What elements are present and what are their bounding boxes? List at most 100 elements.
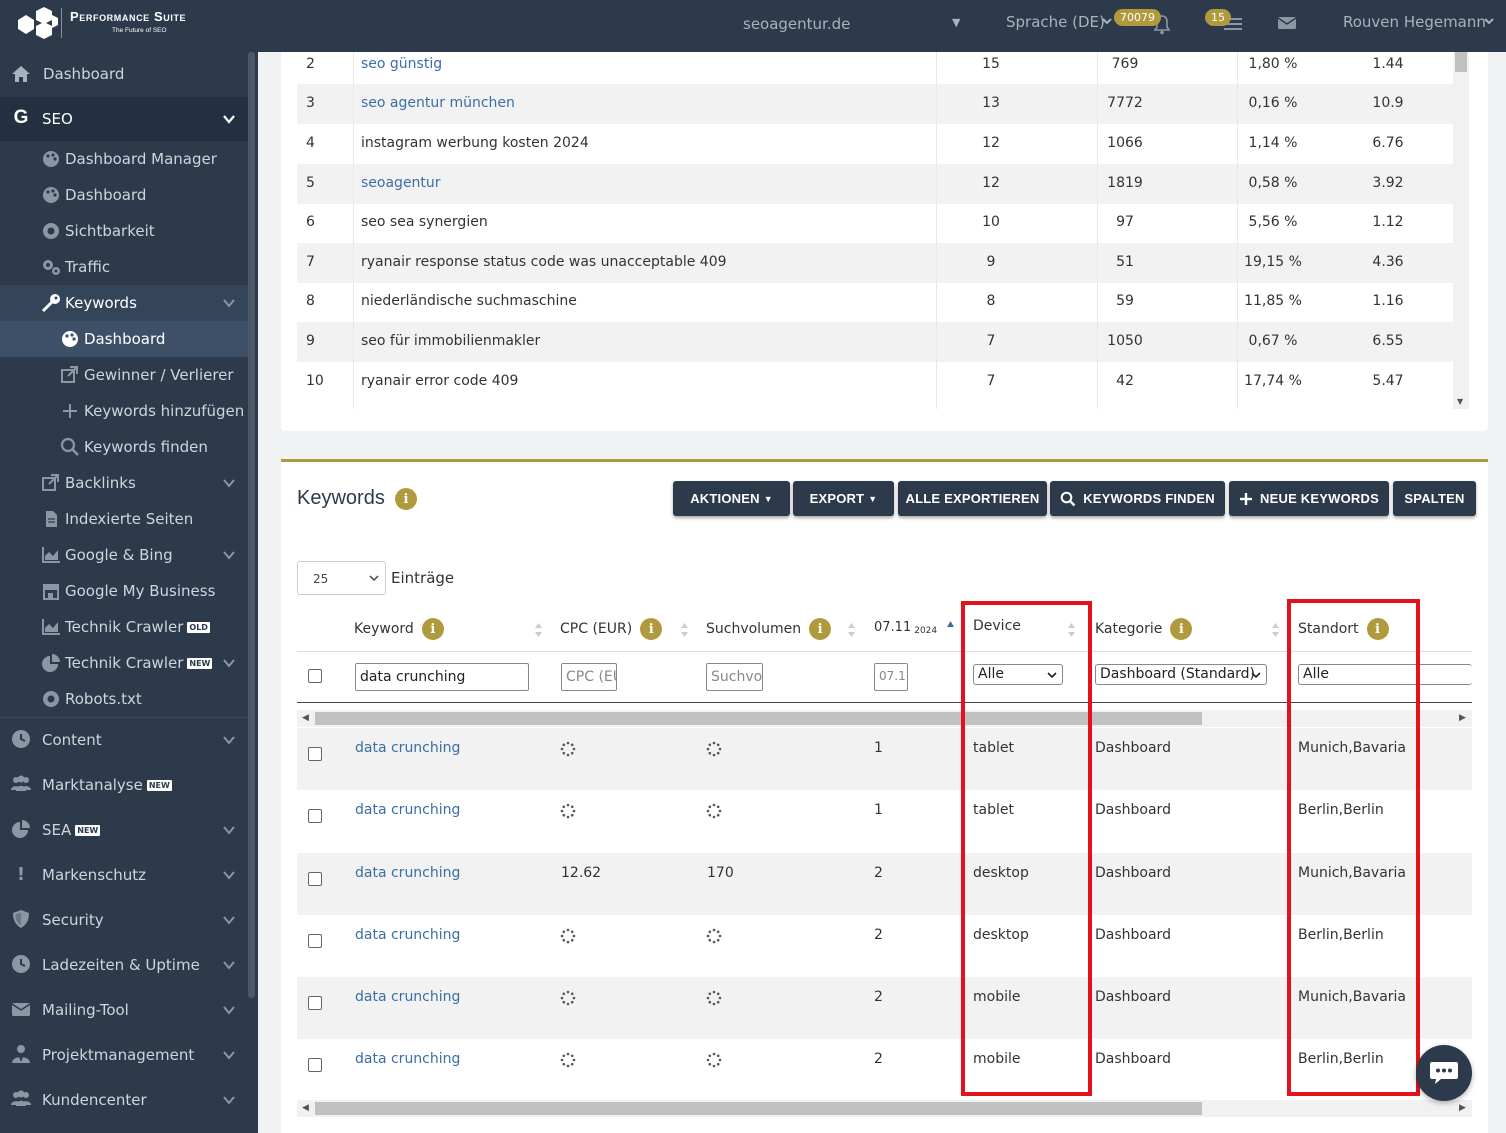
scroll-down-arrow-icon[interactable]: ▼ xyxy=(1457,397,1464,406)
scroll-left-arrow-icon[interactable]: ◀ xyxy=(302,1103,309,1113)
sidebar-item-google-my-business[interactable]: Google My Business xyxy=(0,573,248,609)
caret-down-icon[interactable]: ▼ xyxy=(952,16,961,29)
keyword-link[interactable]: data crunching xyxy=(355,740,461,756)
sidebar-item-google-bing[interactable]: Google & Bing xyxy=(0,537,248,573)
cpc-filter-input[interactable]: CPC (EUR) xyxy=(561,663,617,691)
sort-ascending-icon[interactable] xyxy=(946,620,955,636)
sidebar-item-keywords-finden[interactable]: Keywords finden xyxy=(0,429,248,465)
sidebar-item-keywords-dashboard[interactable]: Dashboard xyxy=(0,321,248,357)
language-selector[interactable]: Sprache (DE) xyxy=(1006,13,1105,31)
sidebar-item-dashboard-manager[interactable]: Dashboard Manager xyxy=(0,141,248,177)
column-header-date[interactable]: 07.11 2024 xyxy=(874,619,938,637)
sidebar-item-security[interactable]: Security xyxy=(0,902,248,938)
chevron-down-icon[interactable] xyxy=(1483,15,1495,27)
sidebar-item-gewinner-verlierer[interactable]: Gewinner / Verlierer xyxy=(0,357,248,393)
info-icon[interactable]: i xyxy=(1366,618,1389,640)
sidebar-item-sichtbarkeit[interactable]: Sichtbarkeit xyxy=(0,213,248,249)
column-header-cpc[interactable]: CPC (EUR) i xyxy=(560,618,663,640)
spalten-button[interactable]: SPALTEN xyxy=(1393,481,1476,516)
sidebar-item-dashboard[interactable]: Dashboard xyxy=(0,56,248,92)
scrollbar-thumb[interactable] xyxy=(315,712,1202,725)
envelope-icon[interactable] xyxy=(1277,15,1297,31)
logo-icon[interactable] xyxy=(14,6,60,42)
info-icon[interactable]: i xyxy=(421,618,444,640)
suchvolumen-filter-input[interactable]: Suchvolumen xyxy=(706,663,763,691)
keyword-link[interactable]: data crunching xyxy=(355,927,461,943)
column-header-device[interactable]: Device xyxy=(973,618,1021,634)
keyword-link[interactable]: seo günstig xyxy=(361,56,443,72)
keywords-finden-button[interactable]: KEYWORDS FINDEN xyxy=(1050,481,1225,516)
keyword-link[interactable]: seo agentur münchen xyxy=(361,95,515,111)
sort-icon[interactable] xyxy=(1067,622,1076,638)
info-icon[interactable]: i xyxy=(1170,618,1193,640)
export-button[interactable]: EXPORT ▼ xyxy=(793,481,894,516)
sidebar-item-mailing-tool[interactable]: Mailing-Tool xyxy=(0,992,248,1028)
tasks-badge[interactable]: 15 xyxy=(1205,9,1231,26)
sidebar-item-keywords-hinzufuegen[interactable]: Keywords hinzufügen xyxy=(0,393,248,429)
sort-icon[interactable] xyxy=(1271,622,1280,638)
sidebar-item-backlinks[interactable]: Backlinks xyxy=(0,465,248,501)
sidebar-item-keywords[interactable]: Keywords xyxy=(0,285,248,321)
sidebar-item-content[interactable]: Content xyxy=(0,722,248,758)
row-checkbox[interactable] xyxy=(308,1058,322,1072)
keyword-filter-input[interactable]: data crunching xyxy=(355,663,529,691)
sidebar-item-ladezeiten-uptime[interactable]: Ladezeiten & Uptime xyxy=(0,947,248,983)
row-checkbox[interactable] xyxy=(308,996,322,1010)
kategorie-filter-select[interactable]: Dashboard (Standard) xyxy=(1095,664,1267,685)
info-icon[interactable]: i xyxy=(395,488,417,510)
sidebar-item-seo[interactable]: G SEO xyxy=(0,97,248,141)
sidebar-item-projektmanagement[interactable]: Projektmanagement xyxy=(0,1037,248,1073)
user-menu[interactable]: Rouven Hegemann xyxy=(1343,13,1486,31)
keyword-link[interactable]: data crunching xyxy=(355,1051,461,1067)
scrollbar-thumb[interactable] xyxy=(315,1102,1202,1115)
sidebar-item-kundencenter[interactable]: Kundencenter xyxy=(0,1082,248,1118)
keyword-link[interactable]: seoagentur xyxy=(361,175,441,191)
standort-filter-select[interactable]: Alle xyxy=(1298,664,1472,685)
row-checkbox[interactable] xyxy=(308,747,322,761)
sidebar-item-markenschutz[interactable]: ! Markenschutz xyxy=(0,857,248,893)
scroll-left-arrow-icon[interactable]: ◀ xyxy=(302,713,309,723)
row-checkbox[interactable] xyxy=(308,809,322,823)
vertical-scrollbar[interactable] xyxy=(1453,52,1469,409)
scroll-right-arrow-icon[interactable]: ▶ xyxy=(1459,713,1466,723)
sidebar-item-technik-crawler-old[interactable]: Technik Crawler OLD xyxy=(0,609,248,645)
sidebar-item-marktanalyse[interactable]: Marktanalyse NEW xyxy=(0,767,248,803)
domain-selector[interactable]: seoagentur.de xyxy=(743,15,851,33)
aktionen-button[interactable]: AKTIONEN ▼ xyxy=(673,481,790,516)
neue-keywords-button[interactable]: NEUE KEYWORDS xyxy=(1229,481,1389,516)
sidebar-item-robots-txt[interactable]: Robots.txt xyxy=(0,681,248,717)
scrollbar-thumb[interactable] xyxy=(1455,52,1467,72)
chevron-down-icon[interactable] xyxy=(1101,15,1113,27)
chat-button[interactable] xyxy=(1416,1045,1472,1101)
entries-per-page-select[interactable]: 25 xyxy=(297,561,386,595)
tasks-list-icon[interactable] xyxy=(1222,14,1244,32)
scroll-right-arrow-icon[interactable]: ▶ xyxy=(1459,1103,1466,1113)
device-filter-select[interactable]: Alle xyxy=(973,664,1063,685)
column-header-standort[interactable]: Standort i xyxy=(1298,618,1389,640)
sort-icon[interactable] xyxy=(680,622,689,638)
notifications-badge[interactable]: 70079 xyxy=(1114,9,1161,26)
keyword-link[interactable]: data crunching xyxy=(355,865,461,881)
alle-exportieren-button[interactable]: ALLE EXPORTIEREN xyxy=(898,481,1047,516)
sidebar-item-seo-dashboard[interactable]: Dashboard xyxy=(0,177,248,213)
keyword-link[interactable]: data crunching xyxy=(355,989,461,1005)
keyword-link[interactable]: data crunching xyxy=(355,802,461,818)
sidebar-item-sea[interactable]: SEA NEW xyxy=(0,812,248,848)
info-icon[interactable]: i xyxy=(809,618,832,640)
sidebar-item-technik-crawler-new[interactable]: Technik Crawler NEW xyxy=(0,645,248,681)
horizontal-scrollbar-top[interactable]: ◀ ▶ xyxy=(297,710,1472,727)
row-checkbox[interactable] xyxy=(308,872,322,886)
row-checkbox[interactable] xyxy=(308,934,322,948)
sort-icon[interactable] xyxy=(847,622,856,638)
column-header-keyword[interactable]: Keyword i xyxy=(354,618,444,640)
horizontal-scrollbar-bottom[interactable]: ◀ ▶ xyxy=(297,1100,1472,1117)
select-all-checkbox[interactable] xyxy=(308,669,322,683)
sort-icon[interactable] xyxy=(534,622,543,638)
date-filter-input[interactable]: 07.11 xyxy=(874,663,908,691)
sidebar-item-traffic[interactable]: Traffic xyxy=(0,249,248,285)
column-header-suchvolumen[interactable]: Suchvolumen i xyxy=(706,618,832,640)
column-header-kategorie[interactable]: Kategorie i xyxy=(1095,618,1193,640)
info-icon[interactable]: i xyxy=(640,618,663,640)
sidebar-scrollbar[interactable] xyxy=(248,52,255,998)
sidebar-item-indexierte-seiten[interactable]: Indexierte Seiten xyxy=(0,501,248,537)
